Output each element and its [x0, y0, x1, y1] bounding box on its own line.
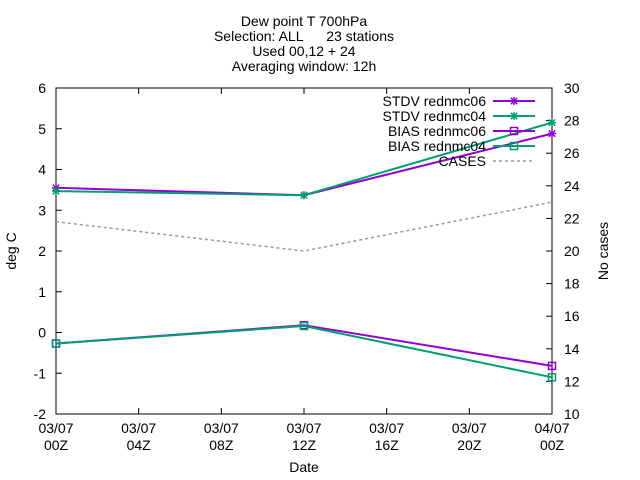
y2-tick-label: 28: [564, 113, 580, 129]
y-axis-label: deg C: [3, 232, 19, 269]
y2-tick-label: 24: [564, 178, 580, 194]
y2-axis-label: No cases: [595, 222, 611, 280]
data-point: [299, 321, 309, 331]
y-tick-label: -1: [34, 365, 47, 381]
legend-entry: BIAS rednmc06: [388, 123, 535, 139]
y2-tick-label: 10: [564, 406, 580, 422]
x-tick-label: 16Z: [375, 437, 400, 453]
legend-label: CASES: [439, 153, 486, 169]
y2-tick-label: 14: [564, 341, 580, 357]
title-line: Used 00,12 + 24: [252, 43, 355, 59]
y2-tick-label: 12: [564, 373, 580, 389]
y2-tick-label: 20: [564, 243, 580, 259]
y-tick-label: 0: [38, 325, 46, 341]
data-point: [548, 118, 556, 127]
data-point: [51, 339, 61, 348]
y-tick-label: 3: [38, 202, 46, 218]
legend-label: BIAS rednmc04: [388, 138, 486, 154]
y2-tick-label: 18: [564, 276, 580, 292]
legend-entry: STDV rednmc04: [383, 108, 535, 124]
x-tick-label: 08Z: [209, 437, 234, 453]
legend-label: BIAS rednmc06: [388, 123, 486, 139]
x-tick-label: 03/07: [121, 420, 156, 436]
y2-tick-label: 22: [564, 210, 580, 226]
y2-tick-label: 16: [564, 308, 580, 324]
y2-tick-label: 30: [564, 80, 580, 96]
x-tick-label: 03/07: [38, 420, 73, 436]
x-axis-label: Date: [289, 459, 319, 475]
legend-label: STDV rednmc06: [383, 93, 487, 109]
y-tick-label: 6: [38, 80, 46, 96]
series-line: [55, 324, 553, 379]
title-line: Averaging window: 12h: [232, 58, 377, 74]
legend-entry: BIAS rednmc04: [388, 138, 535, 154]
series-bias-rednmc04: [51, 321, 557, 382]
x-tick-label: 00Z: [44, 437, 69, 453]
data-point: [547, 361, 557, 371]
data-point: [547, 373, 557, 382]
data-point: [52, 187, 60, 196]
legend-entry: CASES: [439, 153, 535, 169]
x-tick-label: 03/07: [286, 420, 321, 436]
x-tick-label: 20Z: [457, 437, 482, 453]
series-stdv-rednmc04: [52, 118, 556, 200]
y-tick-label: 5: [38, 121, 46, 137]
x-tick-label: 03/07: [204, 420, 239, 436]
x-tick-label: 12Z: [292, 437, 317, 453]
y-tick-label: -2: [34, 406, 47, 422]
data-point: [300, 191, 308, 200]
legend-entry: STDV rednmc06: [383, 93, 535, 109]
y-tick-label: 4: [38, 162, 46, 178]
series-line: [55, 201, 553, 252]
x-tick-label: 00Z: [540, 437, 565, 453]
series-line: [55, 324, 553, 367]
y2-tick-label: 26: [564, 145, 580, 161]
x-tick-label: 03/07: [369, 420, 404, 436]
title-line: Dew point T 700hPa: [241, 13, 368, 29]
y-tick-label: 2: [38, 243, 46, 259]
title-line: Selection: ALL 23 stations: [214, 28, 394, 44]
x-tick-label: 04Z: [127, 437, 152, 453]
data-point: [548, 129, 556, 138]
x-tick-label: 03/07: [452, 420, 487, 436]
y-tick-label: 1: [38, 284, 46, 300]
series-cases: [55, 201, 553, 252]
legend-label: STDV rednmc04: [383, 108, 487, 124]
x-tick-label: 04/07: [534, 420, 569, 436]
